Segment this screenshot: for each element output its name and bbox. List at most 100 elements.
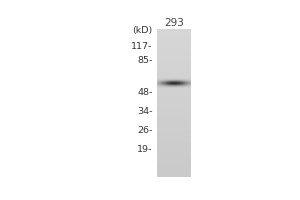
- Bar: [157, 109, 191, 110]
- Bar: [157, 38, 191, 39]
- Bar: [157, 148, 191, 149]
- Bar: [157, 71, 191, 72]
- Bar: [157, 140, 191, 141]
- Bar: [157, 72, 191, 73]
- Bar: [157, 63, 191, 64]
- Bar: [157, 154, 191, 155]
- Bar: [157, 85, 191, 86]
- Bar: [157, 119, 191, 120]
- Bar: [157, 166, 191, 167]
- Bar: [157, 39, 191, 40]
- Bar: [157, 56, 191, 57]
- Bar: [157, 58, 191, 59]
- Bar: [157, 103, 191, 104]
- Bar: [157, 73, 191, 74]
- Bar: [157, 139, 191, 140]
- Bar: [157, 57, 191, 58]
- Bar: [157, 168, 191, 169]
- Bar: [157, 43, 191, 44]
- Bar: [157, 55, 191, 56]
- Bar: [157, 96, 191, 97]
- Bar: [157, 51, 191, 52]
- Bar: [157, 158, 191, 159]
- Bar: [157, 105, 191, 106]
- Bar: [157, 146, 191, 147]
- Bar: [157, 29, 191, 30]
- Bar: [157, 104, 191, 105]
- Bar: [157, 45, 191, 46]
- Bar: [157, 107, 191, 108]
- Bar: [157, 91, 191, 92]
- Bar: [157, 70, 191, 71]
- Bar: [157, 60, 191, 61]
- Bar: [157, 134, 191, 135]
- Bar: [157, 150, 191, 151]
- Bar: [157, 121, 191, 122]
- Bar: [157, 144, 191, 145]
- Bar: [157, 120, 191, 121]
- Bar: [157, 48, 191, 49]
- Bar: [157, 116, 191, 117]
- Bar: [157, 102, 191, 103]
- Bar: [157, 110, 191, 111]
- Bar: [157, 170, 191, 171]
- Bar: [157, 36, 191, 37]
- Bar: [157, 98, 191, 99]
- Bar: [157, 129, 191, 130]
- Bar: [157, 44, 191, 45]
- Bar: [157, 53, 191, 54]
- Bar: [157, 169, 191, 170]
- Bar: [157, 47, 191, 48]
- Bar: [157, 100, 191, 101]
- Bar: [157, 95, 191, 96]
- Bar: [157, 54, 191, 55]
- Bar: [157, 66, 191, 67]
- Bar: [157, 143, 191, 144]
- Bar: [157, 101, 191, 102]
- Bar: [157, 68, 191, 69]
- Bar: [157, 156, 191, 157]
- Bar: [157, 131, 191, 132]
- Text: 85-: 85-: [137, 56, 153, 65]
- Bar: [157, 171, 191, 172]
- Bar: [157, 159, 191, 160]
- Bar: [157, 83, 191, 84]
- Bar: [157, 152, 191, 153]
- Bar: [157, 52, 191, 53]
- Bar: [157, 164, 191, 165]
- Bar: [157, 88, 191, 89]
- Bar: [157, 30, 191, 31]
- Bar: [157, 93, 191, 94]
- Text: 117-: 117-: [131, 42, 153, 51]
- Bar: [157, 115, 191, 116]
- Bar: [157, 175, 191, 176]
- Bar: [157, 163, 191, 164]
- Bar: [157, 89, 191, 90]
- Text: 19-: 19-: [137, 145, 153, 154]
- Bar: [157, 111, 191, 112]
- Bar: [157, 122, 191, 123]
- Bar: [157, 113, 191, 114]
- Bar: [157, 76, 191, 77]
- Bar: [157, 67, 191, 68]
- Bar: [157, 94, 191, 95]
- Bar: [157, 34, 191, 35]
- Bar: [157, 37, 191, 38]
- Bar: [157, 99, 191, 100]
- Bar: [157, 135, 191, 136]
- Bar: [157, 50, 191, 51]
- Bar: [157, 80, 191, 81]
- Bar: [157, 125, 191, 126]
- Bar: [157, 118, 191, 119]
- Bar: [157, 126, 191, 127]
- Bar: [157, 49, 191, 50]
- Bar: [157, 114, 191, 115]
- Bar: [157, 59, 191, 60]
- Text: 26-: 26-: [137, 126, 153, 135]
- Bar: [157, 153, 191, 154]
- Bar: [157, 40, 191, 41]
- Bar: [157, 65, 191, 66]
- Bar: [157, 128, 191, 129]
- Bar: [157, 79, 191, 80]
- Bar: [157, 33, 191, 34]
